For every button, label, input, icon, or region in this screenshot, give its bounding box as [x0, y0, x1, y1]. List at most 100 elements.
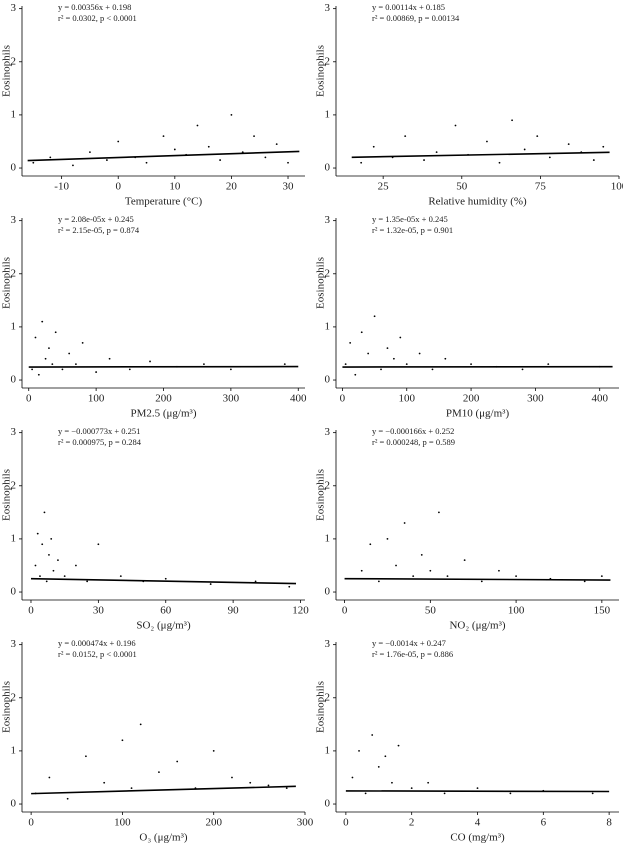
y-axis-label: Eosinophils — [315, 257, 327, 309]
y-tick-label: 2 — [11, 479, 17, 491]
x-axis-label: PM2.5 (μg/m³) — [130, 408, 196, 420]
data-point — [600, 575, 603, 577]
data-point — [288, 585, 291, 588]
data-point — [285, 787, 288, 789]
y-tick-label: 1 — [11, 744, 17, 756]
y-tick-label: 2 — [11, 267, 17, 279]
x-tick-label: 400 — [290, 393, 307, 405]
data-point — [264, 156, 267, 159]
annotation: r² = 0.000975, p = 0.284 — [58, 437, 142, 447]
y-tick-label: 0 — [11, 374, 17, 386]
data-point — [515, 575, 517, 577]
data-point — [523, 148, 526, 151]
data-point — [149, 360, 151, 363]
data-point — [446, 575, 449, 577]
y-tick-label: 2 — [11, 691, 17, 703]
y-tick-label: 3 — [11, 214, 17, 226]
x-tick-label: 100 — [508, 605, 525, 617]
data-point — [117, 140, 120, 143]
data-point — [498, 161, 501, 164]
data-point — [373, 315, 376, 318]
x-tick-label: -10 — [54, 181, 69, 193]
data-point — [164, 577, 167, 580]
data-point — [212, 750, 215, 752]
data-point — [283, 363, 286, 365]
fit-line — [31, 785, 296, 795]
data-point — [511, 119, 513, 122]
data-point — [75, 564, 77, 567]
x-tick-label: 50 — [425, 605, 437, 617]
y-tick-label: 2 — [325, 691, 331, 703]
x-tick-label: 0 — [340, 393, 346, 405]
data-point — [231, 776, 233, 779]
data-point — [48, 776, 51, 779]
data-point — [360, 161, 363, 164]
data-point — [386, 347, 389, 350]
data-point — [521, 368, 524, 371]
data-point — [75, 363, 77, 365]
annotation: y = 1.35e-05x + 0.245 — [372, 214, 448, 224]
y-tick-label: 1 — [11, 532, 17, 544]
data-point — [602, 145, 605, 148]
data-point — [230, 114, 233, 116]
y-axis-label: Eosinophils — [1, 681, 13, 733]
x-tick-label: 25 — [378, 181, 390, 193]
data-point — [486, 140, 488, 143]
data-point — [454, 124, 457, 127]
data-point — [54, 331, 57, 334]
data-point — [377, 765, 380, 768]
y-tick-label: 0 — [11, 586, 17, 598]
x-tick-label: 0 — [28, 817, 34, 829]
data-point — [229, 368, 232, 371]
y-tick-label: 0 — [11, 798, 17, 810]
y-tick-label: 2 — [325, 479, 331, 491]
x-tick-label: 100 — [114, 817, 131, 829]
data-point — [176, 760, 179, 763]
data-point — [45, 580, 48, 583]
x-tick-label: 4 — [475, 817, 481, 829]
data-point — [358, 750, 360, 752]
y-axis-label: Eosinophils — [1, 257, 13, 309]
data-point — [591, 792, 594, 795]
y-axis-label: Eosinophils — [315, 469, 327, 521]
y-axis-label: Eosinophils — [1, 469, 13, 521]
x-tick-label: 2 — [409, 817, 415, 829]
x-tick-label: 100 — [88, 393, 105, 405]
data-point — [371, 734, 374, 736]
data-point — [392, 357, 395, 360]
data-point — [443, 792, 446, 795]
data-point — [498, 569, 500, 572]
annotation: r² = 1.76e-05, p = 0.886 — [372, 649, 453, 659]
y-tick-label: 3 — [11, 2, 17, 14]
data-point — [351, 776, 354, 779]
data-point — [207, 145, 210, 148]
x-tick-label: 0 — [26, 393, 32, 405]
data-point — [103, 781, 106, 784]
data-point — [72, 164, 74, 167]
data-point — [95, 371, 98, 373]
data-point — [372, 145, 375, 148]
data-point — [253, 135, 255, 138]
data-point — [386, 538, 389, 540]
data-point — [173, 148, 176, 151]
y-tick-label: 3 — [325, 2, 331, 14]
data-point — [287, 161, 289, 164]
annotation: r² = 2.15e-05, p = 0.874 — [58, 225, 140, 235]
fit-line — [30, 577, 297, 585]
data-point — [39, 575, 41, 577]
y-tick-label: 1 — [325, 532, 331, 544]
data-point — [32, 161, 35, 164]
data-point — [463, 559, 466, 562]
y-tick-label: 0 — [325, 586, 331, 598]
x-tick-label: 300 — [297, 817, 314, 829]
data-point — [81, 341, 84, 344]
data-point — [438, 511, 440, 514]
y-tick-label: 1 — [325, 320, 331, 332]
annotation: y = −0.000166x + 0.252 — [372, 426, 454, 436]
y-tick-label: 2 — [325, 267, 331, 279]
annotation: r² = 1.32e-05, p = 0.901 — [372, 225, 453, 235]
data-point — [267, 784, 270, 787]
y-tick-label: 1 — [11, 320, 17, 332]
data-point — [63, 575, 66, 577]
